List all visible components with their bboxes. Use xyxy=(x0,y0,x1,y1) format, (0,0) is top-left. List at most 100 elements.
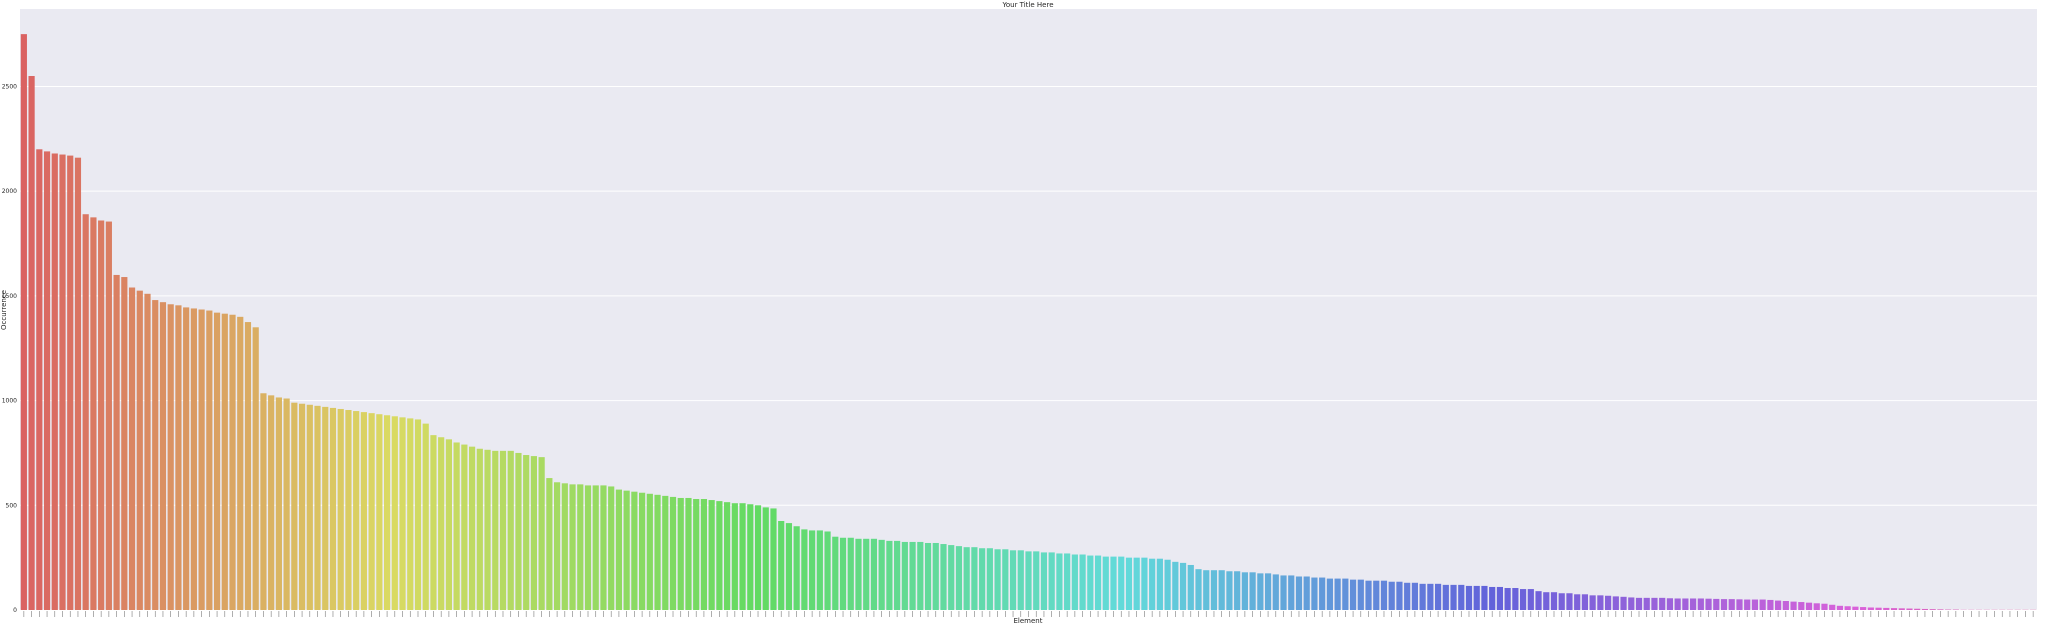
bar xyxy=(801,529,808,610)
bar xyxy=(1249,572,1256,610)
bar xyxy=(615,489,623,610)
bar xyxy=(121,277,128,610)
bar xyxy=(82,214,89,610)
bar xyxy=(1867,607,1874,610)
bar xyxy=(414,419,422,610)
bar xyxy=(1674,598,1681,610)
bar xyxy=(353,411,360,610)
bar xyxy=(1357,579,1364,610)
bar xyxy=(847,537,854,610)
bar xyxy=(1504,588,1511,610)
y-tick-labels: 0 500 1000 1500 2000 2500 xyxy=(2,83,17,614)
bar xyxy=(600,485,607,610)
bar xyxy=(1798,602,1805,610)
bar xyxy=(1087,555,1094,610)
bar xyxy=(1048,552,1055,610)
bar xyxy=(445,439,452,610)
bar xyxy=(1326,578,1333,610)
bar xyxy=(1380,580,1388,610)
bar xyxy=(260,393,267,610)
bar xyxy=(940,544,947,610)
bar xyxy=(1079,554,1086,610)
bar xyxy=(569,484,576,610)
bar xyxy=(1682,598,1689,610)
bar xyxy=(839,537,847,610)
bar xyxy=(894,540,901,610)
bar xyxy=(1404,582,1411,610)
bar xyxy=(221,313,228,610)
bar xyxy=(886,540,893,610)
bar xyxy=(1690,598,1697,610)
bar xyxy=(1319,577,1326,610)
bar xyxy=(639,492,646,610)
bar xyxy=(716,501,723,610)
bar xyxy=(291,402,298,610)
bar xyxy=(1875,607,1882,610)
bar xyxy=(1612,596,1619,610)
bar xyxy=(693,499,700,610)
bar xyxy=(1550,592,1558,610)
bar xyxy=(1411,582,1418,610)
bar xyxy=(1519,589,1527,610)
bar xyxy=(1535,591,1542,610)
bar xyxy=(1071,554,1078,610)
bar xyxy=(785,523,793,610)
bar xyxy=(74,157,82,610)
bar xyxy=(213,312,221,610)
bar xyxy=(1311,577,1318,610)
bar xyxy=(1790,601,1797,610)
bar xyxy=(1218,570,1225,610)
bar xyxy=(1720,599,1728,610)
bar xyxy=(700,499,708,610)
y-tick-label: 1500 xyxy=(2,293,17,300)
bar xyxy=(1744,599,1751,610)
bar xyxy=(345,410,352,610)
bar xyxy=(206,310,213,610)
bar xyxy=(1149,558,1156,610)
bar xyxy=(932,542,939,610)
bar xyxy=(1334,578,1341,610)
bar xyxy=(1110,556,1117,610)
bar xyxy=(1064,553,1071,610)
bar xyxy=(422,423,429,610)
bar xyxy=(1581,594,1589,610)
bar xyxy=(1210,570,1218,610)
bar xyxy=(1898,608,1905,610)
bar xyxy=(577,484,584,610)
bar xyxy=(979,548,986,610)
bar xyxy=(337,408,344,610)
chart-title: Your Title Here xyxy=(1002,1,1054,9)
y-tick-label: 1000 xyxy=(2,398,17,405)
bar xyxy=(554,482,561,610)
bar xyxy=(1512,588,1519,610)
bar xyxy=(1017,550,1024,610)
bar xyxy=(268,395,275,610)
bar xyxy=(314,405,321,610)
bar xyxy=(507,450,514,610)
bar xyxy=(1473,585,1480,610)
bar xyxy=(1836,605,1844,610)
bar xyxy=(1829,604,1836,610)
bar xyxy=(1496,586,1503,610)
bar xyxy=(1481,585,1488,610)
bar xyxy=(175,305,182,610)
bar xyxy=(399,417,406,610)
bar xyxy=(646,493,653,610)
bar xyxy=(592,485,599,610)
bar xyxy=(654,494,661,610)
bar xyxy=(1844,606,1851,610)
bar xyxy=(986,548,993,610)
bar xyxy=(1666,598,1674,610)
bar xyxy=(1813,603,1820,610)
bar xyxy=(1009,550,1017,610)
bar xyxy=(1458,584,1465,610)
bar xyxy=(538,457,545,610)
bar xyxy=(190,308,197,610)
bar xyxy=(561,483,568,610)
bar xyxy=(438,437,445,610)
bar xyxy=(1419,583,1426,610)
bar xyxy=(1264,573,1272,610)
bar xyxy=(90,217,97,610)
bar xyxy=(1620,596,1627,610)
bar xyxy=(1450,584,1457,610)
